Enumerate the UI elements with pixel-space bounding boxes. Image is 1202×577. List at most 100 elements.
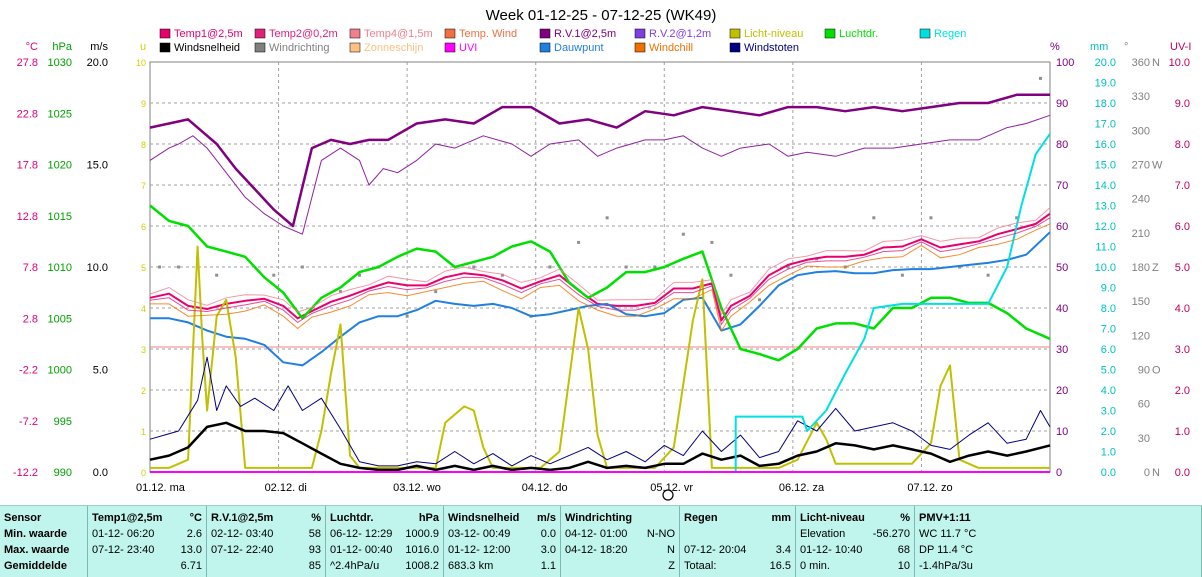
humidity-tick: 80 (1056, 139, 1068, 151)
windrichting-dot (177, 265, 181, 269)
direction-tick: 150 (1132, 296, 1150, 308)
table-cell-row: 03-12- 00:49 0.0 (448, 526, 556, 542)
u-tick: 0 (141, 468, 146, 478)
rain-tick: 7.0 (1101, 324, 1116, 336)
rain-tick: 10.0 (1095, 262, 1116, 274)
rain-tick: 8.0 (1101, 303, 1116, 315)
row-label-min: Min. waarde (4, 528, 67, 540)
legend-label: Temp2@0,2m (269, 28, 338, 40)
table-cell-row: 0 min. 10 (800, 558, 910, 574)
cursor-marker (662, 489, 674, 501)
table-cell-row: 01-12- 06:20 2.6 (92, 526, 202, 542)
windrichting-dot (272, 273, 276, 277)
uv-tick: 5.0 (1175, 262, 1190, 274)
windrichting-dot (758, 298, 762, 302)
rain-tick: 5.0 (1101, 365, 1116, 377)
column-unit: hPa (418, 512, 439, 524)
cell-label: Totaal: (684, 560, 717, 572)
column-title: Windrichting (565, 512, 633, 524)
direction-tick: 330 (1132, 91, 1150, 103)
windrichting-dot (786, 265, 790, 269)
cell-label: 06-12- 12:29 (330, 528, 393, 540)
rain-tick: 17.0 (1095, 119, 1116, 131)
cell-label: 04-12- 18:20 (565, 544, 628, 556)
table-cell-row: 85 (211, 558, 321, 574)
column-title: Regen (684, 512, 718, 524)
x-tick-label: 07.12. zo (907, 482, 952, 494)
direction-tick: 210 (1132, 228, 1150, 240)
windrichting-dot (358, 273, 362, 277)
compass-label: Z (1152, 262, 1159, 274)
direction-tick: 120 (1132, 330, 1150, 342)
table-column: Temp1@2,5m °C 01-12- 06:20 2.6 07-12- 23:40 1… (88, 506, 207, 577)
row-label-max: Max. waarde (4, 544, 70, 556)
legend-label: R.V.1@2,5m (554, 28, 616, 40)
cell-value: N-NO (646, 528, 675, 540)
cell-value: 68 (897, 544, 910, 556)
table-column: PMV+1:11 WC 11.7 °C DP 11.4 °C -1.4hPa/3u (915, 506, 1202, 577)
rain-tick: 20.0 (1095, 57, 1116, 69)
rain-tick: 13.0 (1095, 201, 1116, 213)
uv-tick: 3.0 (1175, 344, 1190, 356)
legend-label: Windrichting (269, 42, 330, 54)
column-title: R.V.1@2,5m (211, 512, 274, 524)
u-tick: 3 (141, 345, 146, 355)
wind-tick: 15.0 (87, 160, 108, 172)
series-r-v-2-1-2m (149, 114, 1051, 235)
pressure-tick: 995 (54, 416, 72, 428)
temp-tick: 7.8 (23, 262, 38, 274)
series-regen (150, 133, 1051, 473)
windrichting-dot (434, 290, 438, 294)
rain-tick: 14.0 (1095, 180, 1116, 192)
direction-axis-label: ° (1124, 41, 1128, 53)
humidity-tick: 70 (1056, 180, 1068, 192)
cell-label: 01-12- 10:40 (800, 544, 863, 556)
temp-tick: -7.2 (19, 416, 38, 428)
legend-swatch (159, 28, 171, 39)
rain-tick: 12.0 (1095, 221, 1116, 233)
rain-tick: 3.0 (1101, 406, 1116, 418)
row-label-sensor: Sensor (4, 512, 42, 524)
windrichting-dot (338, 290, 342, 294)
legend-label: Windstoten (744, 42, 799, 54)
windrichting-dot (405, 314, 409, 318)
rain-tick: 19.0 (1095, 78, 1116, 90)
column-title: Windsnelheid (448, 512, 520, 524)
uv-tick: 7.0 (1175, 180, 1190, 192)
uv-tick: 1.0 (1175, 426, 1190, 438)
compass-label: N (1152, 467, 1160, 479)
windrichting-dot (653, 265, 657, 269)
u-tick: 8 (141, 140, 146, 150)
uv-axis-label: UV-I (1170, 41, 1191, 53)
humidity-tick: 10 (1056, 426, 1068, 438)
windrichting-dot (929, 216, 933, 220)
cell-value: 0.0 (540, 528, 556, 540)
wind-tick: 0.0 (93, 467, 108, 479)
table-column-header: Windrichting (565, 510, 675, 526)
cell-label: 683.3 km (448, 560, 494, 572)
legend-label: Windsnelheid (174, 42, 240, 54)
pressure-tick: 1030 (48, 57, 72, 69)
table-column-header: Licht-niveau% (800, 510, 910, 526)
windrichting-dot (500, 273, 504, 277)
uv-tick: 6.0 (1175, 221, 1190, 233)
temp-axis-label: °C (26, 41, 38, 53)
rain-tick: 4.0 (1101, 385, 1116, 397)
uv-tick: 2.0 (1175, 385, 1190, 397)
table-cell-row: Totaal: 16.5 (684, 558, 791, 574)
legend-label: UVI (459, 42, 477, 54)
x-tick-label: 03.12. wo (393, 482, 441, 494)
uv-tick: 10.0 (1169, 57, 1190, 69)
cell-label: 04-12- 01:00 (565, 528, 628, 540)
column-title: Licht-niveau (800, 512, 865, 524)
cell-label: -1.4hPa/3u (919, 560, 973, 572)
chart-title: Week 01-12-25 - 07-12-25 (WK49) (486, 7, 717, 24)
rain-tick: 18.0 (1095, 98, 1116, 110)
humidity-tick: 50 (1056, 262, 1068, 274)
pressure-tick: 1000 (48, 365, 72, 377)
legend-label: Windchill (649, 42, 693, 54)
cell-label: 01-12- 12:00 (448, 544, 511, 556)
humidity-tick: 90 (1056, 98, 1068, 110)
column-unit: m/s (537, 512, 556, 524)
wind-tick: 5.0 (93, 365, 108, 377)
